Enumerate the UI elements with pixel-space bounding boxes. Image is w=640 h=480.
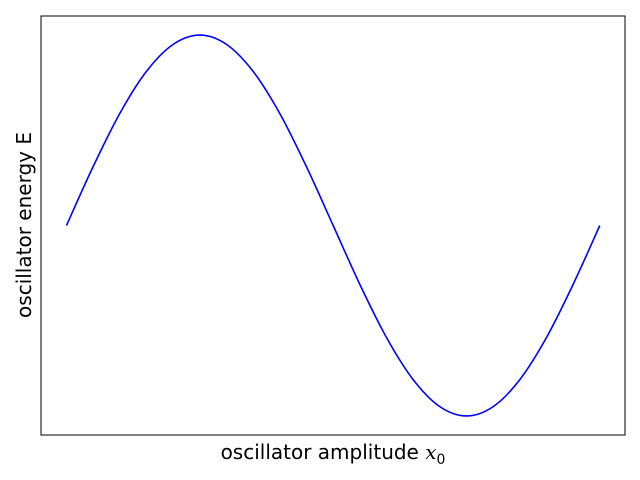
- y-axis-label: oscillator energy E: [12, 132, 36, 318]
- plot-area: [65, 34, 601, 417]
- plot-frame: [40, 15, 626, 436]
- series-line-0: [65, 34, 601, 417]
- x-axis-label: oscillator amplitude x0: [221, 440, 446, 468]
